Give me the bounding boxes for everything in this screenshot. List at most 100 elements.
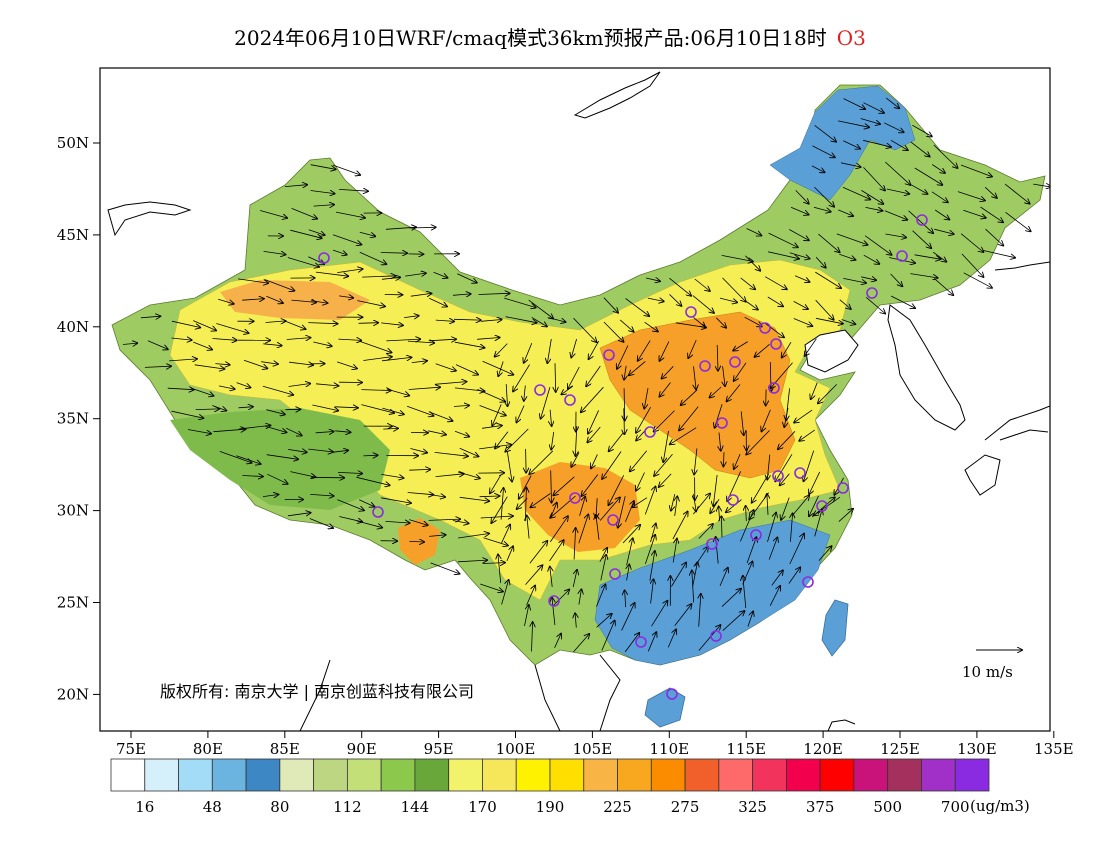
wind-vector	[818, 546, 832, 561]
site-marker	[759, 322, 771, 334]
wind-vector	[218, 386, 235, 389]
wind-vector	[550, 503, 557, 518]
site-marker	[318, 252, 330, 264]
wind-vector	[843, 98, 866, 110]
wind-vector	[362, 276, 395, 277]
wind-vector	[550, 495, 576, 518]
wind-vector	[980, 206, 1004, 222]
lon-tick-label: 75E	[116, 740, 146, 758]
wind-vector	[589, 340, 600, 359]
wind-vector	[477, 338, 499, 340]
legend-tick-label: 112	[333, 798, 362, 816]
pollutant-label: O3	[836, 26, 866, 50]
wind-vector	[692, 494, 710, 515]
wind-vector	[409, 519, 428, 526]
wind-vector	[335, 407, 358, 408]
wind-vector	[815, 317, 843, 323]
wind-vector	[547, 338, 552, 363]
wind-vector	[332, 234, 361, 245]
wind-vector	[315, 432, 334, 433]
wind-vector	[266, 409, 284, 415]
wind-vector	[434, 382, 467, 385]
wind-vector	[619, 319, 633, 332]
wind-vector	[492, 404, 502, 425]
legend-tick-label: 170	[468, 798, 497, 816]
wind-vector	[291, 208, 317, 218]
legend-tick-label: 144	[401, 798, 430, 816]
wind-vector	[286, 338, 311, 340]
wind-vector	[698, 524, 713, 539]
wind-vector	[551, 431, 554, 450]
wind-vector	[266, 295, 283, 303]
wind-vector	[694, 448, 697, 474]
wind-vector	[359, 340, 392, 352]
wind-vector	[575, 613, 576, 628]
wind-vector	[747, 612, 753, 627]
wind-vector	[455, 364, 478, 375]
wind-vector	[335, 431, 350, 433]
wind-vector	[409, 227, 435, 228]
legend-swatch	[752, 758, 787, 792]
wind-vector	[812, 145, 835, 157]
wind-vector	[716, 317, 726, 328]
wind-vector	[531, 493, 551, 508]
wind-vector	[839, 299, 851, 309]
wind-vector	[122, 343, 137, 344]
wind-vector	[957, 191, 985, 201]
wind-vector	[265, 425, 286, 432]
monitoring-sites	[318, 214, 928, 700]
wind-vector	[963, 272, 992, 288]
wind-vector	[507, 452, 512, 481]
wind-vector	[719, 432, 721, 451]
wind-vector	[624, 365, 626, 380]
wind-vector	[960, 164, 992, 177]
wind-vector	[890, 273, 903, 286]
wind-vector	[860, 118, 880, 125]
wind-vector	[333, 450, 348, 452]
site-marker	[716, 417, 728, 429]
wind-vector	[603, 297, 618, 313]
wind-vector	[790, 206, 809, 214]
legend-swatch	[954, 758, 990, 792]
wind-vector	[568, 366, 580, 389]
wind-vector	[313, 205, 335, 207]
wind-vector	[411, 361, 427, 363]
lon-tick-label: 100E	[496, 740, 536, 758]
wind-vector	[242, 299, 264, 301]
wind-vector	[482, 563, 505, 564]
xinjiang-orange-zone	[220, 280, 370, 320]
wind-vector	[356, 476, 390, 485]
wind-vector	[692, 562, 698, 587]
wind-vector	[478, 293, 510, 294]
wind-vector	[356, 520, 383, 528]
wind-vector	[636, 472, 645, 491]
wind-vector	[910, 184, 927, 194]
wind-vector	[550, 409, 552, 426]
legend-swatch	[448, 758, 483, 792]
japan-outline	[964, 405, 1050, 496]
wind-vector	[548, 317, 566, 322]
wind-vector	[654, 410, 675, 432]
site-marker	[772, 470, 784, 482]
wind-vector	[308, 449, 333, 452]
wind-vector	[337, 269, 362, 273]
wind-vector	[410, 293, 432, 296]
wind-vector	[710, 386, 722, 398]
wind-vector	[266, 454, 298, 460]
wind-vector	[734, 362, 747, 381]
wind-vector	[934, 228, 953, 234]
legend-swatch	[245, 758, 281, 792]
legend-swatch	[144, 758, 179, 792]
wind-vector	[814, 125, 836, 141]
wind-vector	[745, 255, 760, 271]
wind-vector	[775, 454, 793, 481]
legend-swatch	[718, 758, 754, 792]
site-marker	[372, 506, 384, 518]
wind-vector	[603, 321, 624, 342]
wind-vector	[600, 555, 606, 581]
wind-vector	[554, 634, 561, 648]
legend-swatch	[482, 758, 517, 792]
site-marker	[729, 356, 741, 368]
wind-scale-label: 10 m/s	[962, 663, 1013, 681]
lon-tick-label: 95E	[424, 740, 454, 758]
